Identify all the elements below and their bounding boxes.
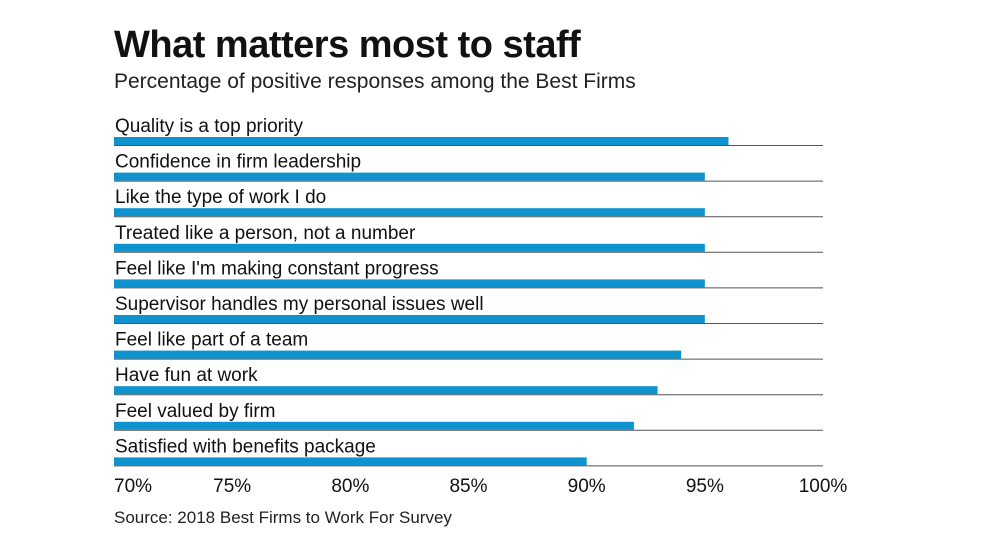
bar (114, 350, 682, 359)
bar (114, 421, 634, 430)
chart-source: Source: 2018 Best Firms to Work For Surv… (114, 508, 452, 527)
x-tick-label: 75% (213, 476, 251, 497)
bar (114, 457, 587, 466)
x-tick-label: 100% (799, 476, 848, 497)
category-label: Quality is a top priority (115, 116, 303, 137)
category-label: Confidence in firm leadership (115, 152, 361, 173)
bar (114, 315, 705, 323)
category-label: Feel valued by firm (115, 401, 276, 422)
x-tick-label: 70% (114, 476, 152, 497)
bar (114, 208, 705, 217)
category-label: Feel like part of a team (115, 330, 308, 351)
x-tick-label: 90% (568, 476, 606, 497)
category-label: Feel like I'm making constant progress (115, 258, 439, 279)
category-label: Have fun at work (115, 365, 258, 386)
bar (114, 172, 705, 181)
bar (114, 279, 705, 288)
x-tick-label: 85% (449, 476, 487, 497)
chart-title: What matters most to staff (114, 24, 581, 66)
bar (114, 137, 729, 145)
x-tick-label: 95% (686, 476, 724, 497)
x-tick-label: 80% (331, 476, 369, 497)
chart-subtitle: Percentage of positive responses among t… (114, 70, 636, 93)
bar (114, 386, 658, 395)
category-label: Like the type of work I do (115, 187, 326, 208)
category-label: Treated like a person, not a number (115, 223, 416, 244)
category-label: Supervisor handles my personal issues we… (115, 294, 484, 315)
category-label: Satisfied with benefits package (115, 436, 376, 457)
bar (114, 243, 705, 252)
